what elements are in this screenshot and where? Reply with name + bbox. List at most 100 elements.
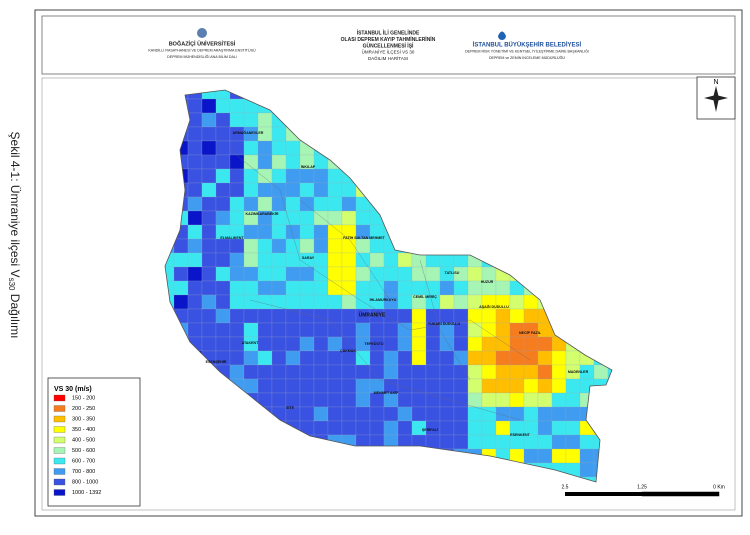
neighborhood-label: FATİH SULTAN MEHMET bbox=[343, 236, 386, 240]
grid-cell bbox=[341, 322, 357, 338]
grid-cell bbox=[271, 462, 287, 478]
grid-cell bbox=[355, 126, 371, 142]
neighborhood-label: ÇAKMAK bbox=[340, 349, 356, 353]
grid-cell bbox=[425, 462, 441, 478]
grid-cell bbox=[201, 462, 217, 478]
grid-cell bbox=[299, 462, 315, 478]
grid-cell bbox=[551, 294, 567, 310]
legend-swatch bbox=[53, 436, 66, 444]
grid-cell bbox=[383, 224, 399, 240]
grid-cell bbox=[187, 308, 203, 324]
grid-cell bbox=[537, 126, 553, 142]
legend: 150 - 200 200 - 250 300 - 350 350 - 400 400 … bbox=[53, 394, 101, 496]
grid-cell bbox=[327, 392, 343, 408]
grid-cell bbox=[257, 336, 273, 352]
grid-cell bbox=[327, 462, 343, 478]
grid-cell bbox=[523, 378, 539, 394]
grid-cell bbox=[243, 294, 259, 310]
grid-cell bbox=[593, 308, 609, 324]
grid-cell bbox=[165, 210, 175, 226]
grid-cell bbox=[355, 350, 371, 366]
grid-cell bbox=[481, 126, 497, 142]
grid-cell bbox=[537, 434, 553, 450]
grid-cell bbox=[341, 168, 357, 184]
grid-cell bbox=[369, 140, 385, 156]
grid-cell bbox=[187, 196, 203, 212]
grid-cell bbox=[551, 168, 567, 184]
grid-cell bbox=[551, 336, 567, 352]
grid-cell bbox=[355, 476, 371, 482]
grid-cell bbox=[439, 112, 455, 128]
grid-cell bbox=[565, 308, 581, 324]
neighborhood-label: NECİP FAZIL bbox=[519, 331, 542, 335]
grid-cell bbox=[509, 280, 525, 296]
grid-cell bbox=[523, 252, 539, 268]
grid-cell bbox=[243, 406, 259, 422]
grid-cell bbox=[495, 434, 511, 450]
neighborhood-label: YUKARI DUDULLU bbox=[428, 322, 461, 326]
grid-cell bbox=[607, 224, 612, 240]
grid-cell bbox=[327, 420, 343, 436]
grid-cell bbox=[257, 238, 273, 254]
grid-cell bbox=[453, 238, 469, 254]
grid-cell bbox=[285, 448, 301, 464]
grid-cell bbox=[397, 406, 413, 422]
grid-cell bbox=[187, 462, 203, 478]
grid-cell bbox=[243, 196, 259, 212]
grid-cell bbox=[173, 280, 189, 296]
grid-cell bbox=[593, 266, 609, 282]
grid-cell bbox=[523, 434, 539, 450]
grid-cell bbox=[243, 364, 259, 380]
grid-cell bbox=[523, 154, 539, 170]
grid-cell bbox=[201, 280, 217, 296]
grid-cell bbox=[173, 252, 189, 268]
scale-bar bbox=[565, 492, 642, 496]
grid-cell bbox=[607, 364, 612, 380]
grid-cell bbox=[397, 364, 413, 380]
district-boundary bbox=[164, 89, 613, 483]
grid-cell bbox=[243, 168, 259, 184]
grid-cell bbox=[327, 126, 343, 142]
grid-cell bbox=[397, 196, 413, 212]
grid-cell bbox=[285, 196, 301, 212]
grid-cell bbox=[607, 196, 612, 212]
grid-cell bbox=[383, 280, 399, 296]
grid-cell bbox=[509, 266, 525, 282]
grid-cell bbox=[537, 98, 553, 114]
grid-cell bbox=[165, 154, 175, 170]
grid-cell bbox=[537, 448, 553, 464]
grid-cell bbox=[215, 126, 231, 142]
grid-cell bbox=[551, 210, 567, 226]
grid-cell bbox=[165, 364, 175, 380]
grid-cell bbox=[271, 434, 287, 450]
grid-cell bbox=[257, 280, 273, 296]
grid-cell bbox=[327, 448, 343, 464]
grid-cell bbox=[495, 98, 511, 114]
legend-label: 1000 - 1392 bbox=[72, 490, 101, 496]
grid-cell bbox=[369, 406, 385, 422]
grid-cell bbox=[439, 182, 455, 198]
grid-cell bbox=[355, 392, 371, 408]
grid-cell bbox=[453, 112, 469, 128]
grid-cell bbox=[565, 448, 581, 464]
grid-cell bbox=[187, 126, 203, 142]
neighborhood-label: MEHMET AKİF bbox=[374, 391, 400, 395]
legend-label: 400 - 500 bbox=[72, 437, 95, 443]
grid-cell bbox=[411, 168, 427, 184]
grid-cell bbox=[467, 90, 483, 100]
grid-cell bbox=[229, 182, 245, 198]
grid-cell bbox=[257, 90, 273, 100]
legend-swatch bbox=[53, 489, 66, 496]
grid-cell bbox=[355, 140, 371, 156]
neighborhood-label: ESENŞEHİR bbox=[206, 360, 227, 364]
grid-cell bbox=[327, 266, 343, 282]
grid-cell bbox=[453, 364, 469, 380]
grid-cell bbox=[537, 210, 553, 226]
grid-cell bbox=[453, 434, 469, 450]
grid-cell bbox=[299, 322, 315, 338]
grid-cell bbox=[355, 182, 371, 198]
grid-cell bbox=[173, 182, 189, 198]
grid-cell bbox=[215, 140, 231, 156]
grid-cell bbox=[411, 140, 427, 156]
